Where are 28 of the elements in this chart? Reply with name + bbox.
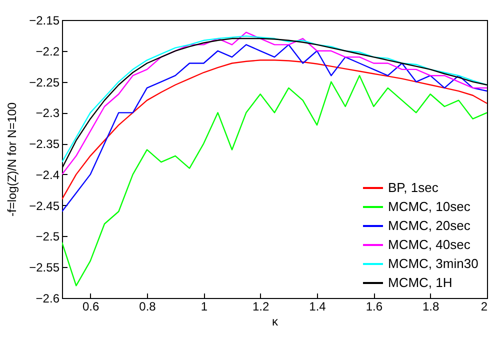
y-tick-label: −2.15 xyxy=(29,14,60,28)
y-tick-label: −2.5 xyxy=(36,230,60,244)
y-tick-label: −2.2 xyxy=(36,44,60,58)
x-tick-label: 1 xyxy=(200,300,208,314)
legend-label: MCMC, 20sec xyxy=(388,218,471,233)
line-series xyxy=(62,60,487,200)
y-tick-label: −2.3 xyxy=(36,106,60,120)
y-tick-label: −2.4 xyxy=(36,168,60,182)
legend-label: MCMC, 40sec xyxy=(388,237,471,252)
y-tick-label: −2.45 xyxy=(29,198,60,213)
y-tick-label: −2.55 xyxy=(29,260,60,275)
y-tick-label: −2.25 xyxy=(29,75,60,90)
y-tick-label: −2.35 xyxy=(29,137,60,152)
line-series xyxy=(62,44,487,212)
legend-label: MCMC, 3min30 xyxy=(388,256,478,271)
x-tick-label: 1.4 xyxy=(309,300,326,314)
legend-label: MCMC, 10sec xyxy=(388,199,471,214)
x-tick-label: 1.6 xyxy=(366,300,383,314)
y-axis-title: -f=log(Z)/N for N=100 xyxy=(5,102,20,217)
x-tick-label: 2 xyxy=(480,300,488,314)
x-tick-label: 1.8 xyxy=(422,300,440,314)
y-tick-label: −2.6 xyxy=(36,292,60,306)
x-axis-title: κ xyxy=(272,314,279,328)
x-tick-label: 0.8 xyxy=(139,300,156,314)
x-tick-label: 0.6 xyxy=(82,300,100,314)
x-tick-label: 1.2 xyxy=(252,300,270,314)
legend-label: MCMC, 1H xyxy=(388,275,452,290)
legend-label: BP, 1sec xyxy=(388,180,439,195)
